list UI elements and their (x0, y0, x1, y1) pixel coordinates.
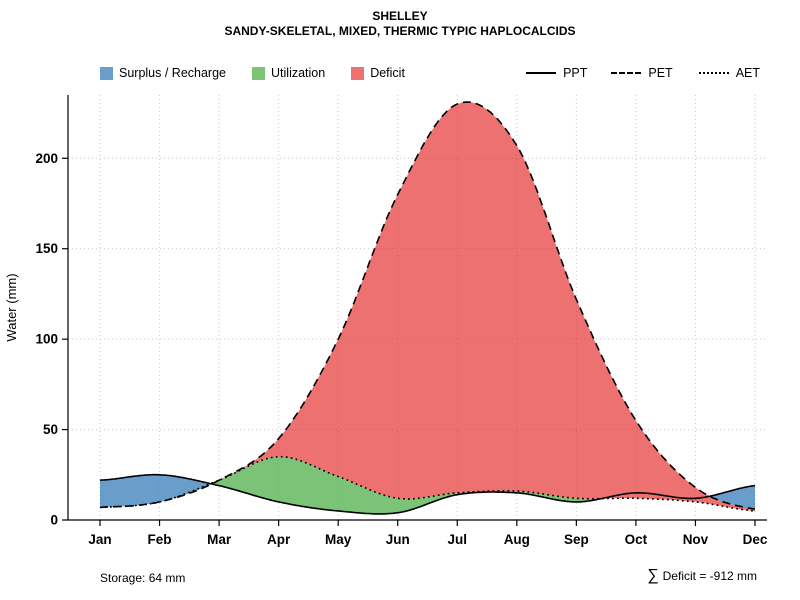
svg-text:Apr: Apr (267, 532, 291, 547)
legend-item-ppt: PPT (526, 66, 587, 80)
dashed-line-icon (611, 72, 642, 74)
svg-text:Sep: Sep (564, 532, 589, 547)
svg-text:Mar: Mar (207, 532, 232, 547)
svg-text:0: 0 (50, 513, 58, 528)
legend-label-aet: AET (735, 66, 760, 80)
svg-text:200: 200 (35, 151, 58, 166)
solid-line-icon (526, 72, 557, 74)
svg-text:Oct: Oct (625, 532, 648, 547)
deficit-total-note: ∑ Deficit = -912 mm (647, 568, 757, 584)
legend-item-deficit: Deficit (351, 66, 405, 80)
chart-titles: SHELLEY SANDY-SKELETAL, MIXED, THERMIC T… (0, 9, 800, 39)
svg-text:Feb: Feb (148, 532, 172, 547)
svg-text:150: 150 (35, 241, 58, 256)
deficit-swatch-icon (351, 66, 365, 80)
svg-text:May: May (325, 532, 352, 547)
legend-label-ppt: PPT (563, 66, 588, 80)
legend-item-surplus: Surplus / Recharge (100, 66, 226, 80)
page-subtitle: SANDY-SKELETAL, MIXED, THERMIC TYPIC HAP… (224, 24, 576, 38)
legend-item-pet: PET (611, 66, 673, 80)
svg-text:Dec: Dec (743, 532, 768, 547)
legend-label-pet: PET (648, 66, 673, 80)
svg-text:Aug: Aug (504, 532, 530, 547)
legend-item-aet: AET (698, 66, 760, 80)
svg-text:100: 100 (35, 332, 58, 347)
legend: Surplus / Recharge Utilization Deficit P… (100, 66, 760, 80)
utilization-swatch-icon (252, 66, 266, 80)
svg-text:Jul: Jul (448, 532, 468, 547)
sigma-icon: ∑ (647, 567, 659, 584)
svg-text:Jan: Jan (88, 532, 111, 547)
deficit-total-text: Deficit = -912 mm (662, 569, 757, 583)
svg-text:Jun: Jun (386, 532, 410, 547)
svg-text:Nov: Nov (683, 532, 709, 547)
svg-text:Water (mm): Water (mm) (4, 273, 19, 341)
storage-note: Storage: 64 mm (100, 571, 186, 585)
legend-label-surplus: Surplus / Recharge (119, 66, 227, 80)
legend-label-deficit: Deficit (370, 66, 405, 80)
svg-text:50: 50 (43, 422, 58, 437)
legend-item-utilization: Utilization (252, 66, 325, 80)
dotted-line-icon (698, 72, 729, 74)
legend-label-utilization: Utilization (271, 66, 326, 80)
surplus-swatch-icon (100, 66, 113, 80)
page-title: SHELLEY (372, 9, 428, 23)
